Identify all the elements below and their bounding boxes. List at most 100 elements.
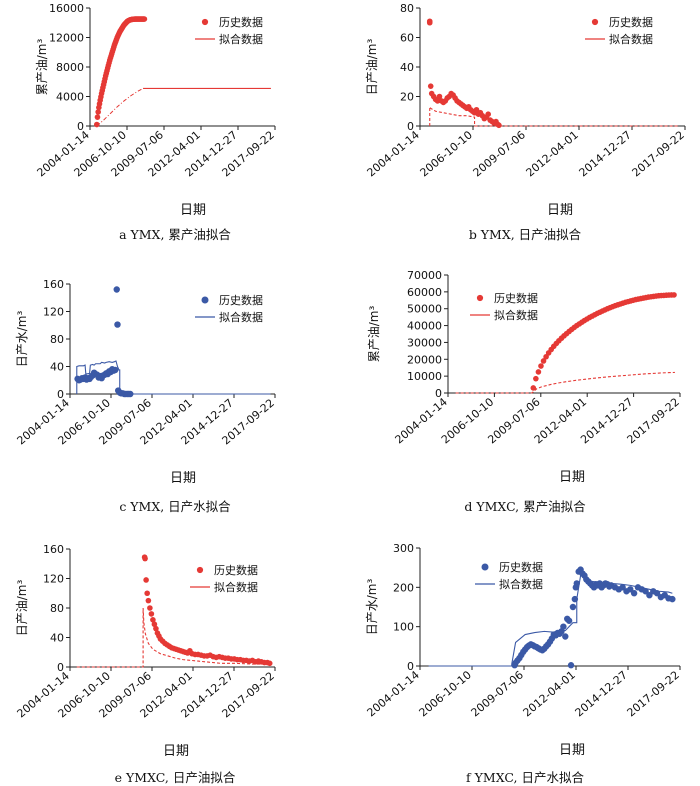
x-tick-label: 2014-12-27 bbox=[573, 668, 630, 719]
legend-fit-label: 拟合数据 bbox=[219, 310, 263, 324]
y-tick-label: 60 bbox=[400, 32, 414, 45]
legend-history-label: 历史数据 bbox=[219, 293, 263, 307]
legend-fit-label: 拟合数据 bbox=[609, 32, 653, 46]
x-tick-label: 2006-10-10 bbox=[418, 128, 475, 179]
fit-line bbox=[429, 104, 680, 127]
history-point bbox=[95, 109, 101, 115]
y-tick-label: 70000 bbox=[407, 269, 442, 282]
legend-history-marker bbox=[196, 566, 204, 574]
y-tick-label: 0 bbox=[435, 387, 442, 400]
y-tick-label: 40 bbox=[400, 61, 414, 74]
y-tick-label: 0 bbox=[407, 120, 414, 133]
fit-line bbox=[76, 360, 271, 395]
y-tick-label: 50000 bbox=[407, 303, 442, 316]
history-point bbox=[94, 121, 100, 128]
legend-fit-label: 拟合数据 bbox=[219, 32, 263, 46]
x-tick-label: 2014-12-27 bbox=[577, 128, 634, 179]
chart-d: 0100002000030000400005000060000700002004… bbox=[367, 269, 682, 485]
x-axis-label: 日期 bbox=[559, 470, 585, 485]
chart-b: 0204060802004-01-142006-10-102009-07-062… bbox=[365, 2, 687, 218]
y-tick-label: 40 bbox=[50, 632, 64, 645]
y-tick-label: 120 bbox=[43, 306, 64, 319]
y-tick-label: 100 bbox=[393, 621, 414, 634]
history-point bbox=[266, 660, 273, 667]
legend-fit-label: 拟合数据 bbox=[214, 580, 258, 594]
history-point bbox=[144, 590, 150, 597]
history-point bbox=[141, 16, 148, 22]
history-point bbox=[150, 617, 156, 623]
y-tick-label: 20 bbox=[400, 91, 414, 104]
legend-fit-label: 拟合数据 bbox=[494, 308, 538, 322]
y-tick-label: 300 bbox=[393, 542, 414, 555]
caption-f: f YMXC, 日产水拟合 bbox=[466, 770, 584, 785]
legend-history-label: 历史数据 bbox=[494, 291, 538, 305]
history-point bbox=[473, 106, 480, 113]
history-point bbox=[567, 662, 575, 669]
x-tick-label: 2012-04-01 bbox=[524, 128, 581, 179]
y-axis-label: 累产油/m³ bbox=[35, 39, 49, 96]
history-point bbox=[619, 584, 626, 591]
history-point bbox=[496, 122, 502, 129]
history-point bbox=[485, 111, 491, 117]
y-tick-label: 0 bbox=[57, 388, 64, 401]
history-point bbox=[434, 98, 441, 104]
x-tick-label: 2017-09-22 bbox=[630, 128, 687, 179]
caption-d: d YMXC, 累产油拟合 bbox=[464, 499, 586, 514]
y-axis-label: 日产油/m³ bbox=[365, 39, 379, 96]
x-tick-label: 2012-04-01 bbox=[521, 668, 578, 719]
panel-e: 0 40 80 120 160 2004-01-14 2006-10-10 2009-07-0… bbox=[0, 524, 350, 785]
history-point bbox=[142, 555, 148, 562]
history-point bbox=[127, 390, 134, 398]
y-tick-label: 8000 bbox=[56, 61, 84, 74]
y-axis-label: 累产油/m³ bbox=[367, 306, 381, 363]
caption-b: b YMX, 日产油拟合 bbox=[468, 227, 582, 242]
history-point bbox=[573, 580, 580, 587]
fit-line bbox=[455, 371, 675, 394]
x-axis-label: 日期 bbox=[180, 203, 206, 218]
chart-f: 0 100 200 300 2004-01-142006-10-102009-07-06… bbox=[365, 542, 682, 758]
history-point bbox=[671, 292, 677, 298]
history-point bbox=[627, 586, 634, 593]
panel-a: 0 4000 8000 12000 16000 2004-01-14 2006-10-10 2… bbox=[0, 0, 350, 262]
history-point bbox=[112, 366, 119, 374]
panel-d: 0 10000 20000 30000 40000 50000 60000 70000 2004… bbox=[350, 262, 700, 524]
history-point bbox=[153, 625, 159, 632]
history-point bbox=[436, 93, 443, 100]
history-point bbox=[533, 375, 539, 382]
legend-history-marker bbox=[476, 294, 484, 302]
caption-a: a YMX, 累产油拟合 bbox=[119, 227, 231, 242]
fit-line bbox=[76, 607, 271, 668]
x-tick-label: 2009-07-06 bbox=[471, 128, 528, 179]
caption-c: c YMX, 日产水拟合 bbox=[119, 499, 231, 514]
y-axis-label: 日产水/m³ bbox=[365, 579, 379, 636]
y-tick-label: 80 bbox=[400, 2, 414, 15]
y-tick-label: 0 bbox=[407, 660, 414, 673]
x-axis-label: 日期 bbox=[559, 743, 585, 758]
legend-history-marker bbox=[591, 18, 599, 26]
history-point bbox=[148, 611, 155, 617]
legend-history-label: 历史数据 bbox=[609, 15, 653, 29]
legend-history-marker bbox=[481, 563, 489, 571]
history-point bbox=[565, 617, 573, 624]
x-axis-label: 日期 bbox=[170, 471, 196, 486]
y-axis-label: 日产油/m³ bbox=[15, 580, 29, 637]
legend-history-label: 历史数据 bbox=[214, 563, 258, 577]
legend-history-marker bbox=[201, 296, 209, 304]
panel-f: 0 100 200 300 2004-01-14 2006-10-10 2009-07-06… bbox=[350, 524, 700, 785]
x-axis-label: 日期 bbox=[547, 203, 573, 218]
panel-b: 0 20 40 60 80 2004-01-14 2006-10-10 2009-07-06 2… bbox=[350, 0, 700, 262]
y-tick-label: 160 bbox=[43, 543, 64, 556]
legend-history-label: 历史数据 bbox=[499, 560, 543, 574]
y-tick-label: 0 bbox=[77, 120, 84, 133]
chart-e: 040801201602004-01-142006-10-102009-07-0… bbox=[15, 543, 277, 759]
history-point bbox=[540, 358, 547, 364]
history-point bbox=[562, 633, 569, 640]
history-point bbox=[642, 588, 649, 595]
y-tick-label: 200 bbox=[393, 581, 414, 594]
history-point bbox=[113, 286, 120, 293]
y-tick-label: 120 bbox=[43, 573, 64, 586]
history-point bbox=[653, 590, 661, 597]
history-point bbox=[669, 595, 676, 603]
panel-c: 0 40 80 120 160 2004-01-14 2006-10-10 2009-07-0… bbox=[0, 262, 350, 524]
history-point bbox=[571, 595, 579, 603]
